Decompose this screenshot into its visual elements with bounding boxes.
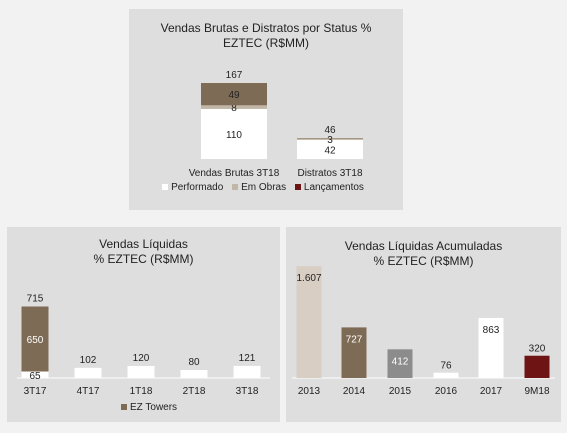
net-sales-legend: EZ Towers	[121, 402, 177, 413]
category-label-3: 2T18	[183, 386, 206, 397]
total-label-4: 121	[239, 353, 256, 364]
bar-2t18-seg-0	[181, 370, 208, 378]
segment-label-0-0: 65	[29, 371, 41, 382]
category-label-1: 4T17	[77, 386, 100, 397]
value-label-9m18: 320	[529, 344, 546, 355]
value-label-2014: 727	[346, 334, 363, 345]
segment-label-0-0: 110	[226, 130, 242, 141]
total-label-3: 80	[188, 357, 200, 368]
category-label-2015: 2015	[389, 386, 412, 397]
category-label-2016: 2016	[435, 386, 458, 397]
total-label-0: 715	[27, 294, 44, 305]
legend-swatch-em-obras	[232, 184, 238, 190]
bar-1t18-seg-0	[128, 366, 155, 378]
category-label-2: 1T18	[130, 386, 153, 397]
bar-4t17-seg-0	[75, 368, 102, 378]
legend-swatch-lancamentos	[295, 184, 301, 190]
category-label-2013: 2013	[298, 386, 321, 397]
total-label-2: 120	[133, 353, 150, 364]
cumulative-sales-chart: 1.607 2013 727 2014 412 2015 76 2016 863 2017 320 9…	[286, 227, 561, 422]
bar-9m18	[525, 356, 550, 378]
value-label-2015: 412	[392, 356, 409, 367]
value-label-2016: 76	[440, 361, 452, 372]
legend-em-obras: Em Obras	[232, 182, 286, 193]
bar-3t18-seg-0	[234, 366, 261, 378]
legend-performado: Performado	[162, 182, 223, 193]
net-sales-chart: 65 650 715 3T17 102 4T17 120 1T18 80 2T18 121 3T18	[7, 227, 280, 422]
category-label-0: 3T17	[24, 386, 47, 397]
value-label-2017: 863	[483, 325, 500, 336]
category-label-1: Distratos 3T18	[297, 168, 362, 179]
segment-label-1-1: 3	[327, 135, 333, 146]
segment-label-0-2: 49	[228, 90, 240, 101]
legend-swatch-performado	[162, 184, 168, 190]
bar-2016	[434, 373, 459, 378]
legend-ez-towers: EZ Towers	[130, 402, 177, 413]
category-label-0: Vendas Brutas 3T18	[189, 168, 280, 179]
gross-sales-legend: Performado Em Obras Lançamentos	[129, 182, 403, 193]
gross-sales-panel: Vendas Brutas e Distratos por Status % E…	[129, 9, 403, 210]
category-label-2014: 2014	[343, 386, 366, 397]
cumulative-sales-panel: Vendas Líquidas Acumuladas % EZTEC (R$MM…	[286, 227, 561, 422]
segment-label-1-0: 42	[324, 145, 336, 156]
total-label-0: 167	[226, 70, 243, 81]
category-label-2017: 2017	[480, 386, 503, 397]
total-label-1: 102	[80, 355, 97, 366]
segment-label-0-1: 650	[27, 335, 44, 346]
category-label-9m18: 9M18	[524, 386, 549, 397]
legend-lancamentos: Lançamentos	[295, 182, 364, 193]
net-sales-panel: Vendas Líquidas % EZTEC (R$MM) 65 650 715 3…	[7, 227, 280, 422]
category-label-4: 3T18	[236, 386, 259, 397]
legend-swatch-ez-towers	[121, 404, 127, 410]
total-label-1: 46	[324, 125, 336, 136]
value-label-2013: 1.607	[296, 273, 321, 284]
